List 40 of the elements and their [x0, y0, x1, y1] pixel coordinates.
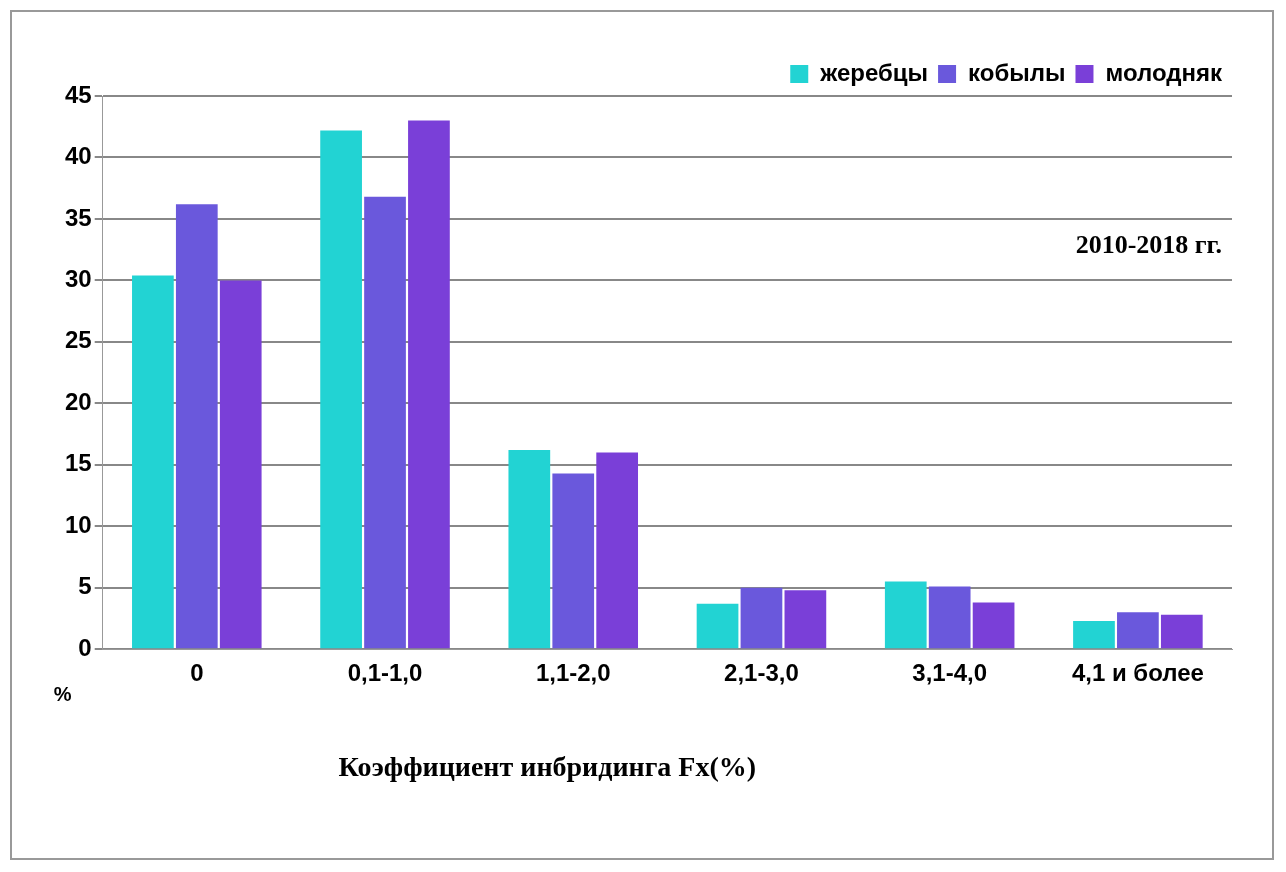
- y-tick-label: 10: [64, 510, 92, 538]
- bar: [175, 204, 218, 649]
- legend-label: молодняк: [1105, 58, 1223, 86]
- x-axis-title: Коэффициент инбридинга Fx(%): [338, 751, 757, 783]
- bar: [408, 120, 450, 649]
- bar: [884, 581, 927, 649]
- y-tick-label: 40: [64, 142, 92, 170]
- bar: [740, 587, 783, 649]
- bar: [784, 590, 827, 649]
- y-axis-title: %: [53, 682, 72, 705]
- bar: [320, 130, 362, 649]
- bar: [1160, 614, 1203, 649]
- y-tick-label: 35: [64, 203, 92, 231]
- annotation: 2010-2018 гг.: [1075, 229, 1222, 259]
- x-tick-label: 1,1-2,0: [535, 659, 611, 687]
- y-tick-label: 45: [64, 80, 92, 108]
- x-tick-label: 3,1-4,0: [912, 659, 988, 687]
- bar: [219, 280, 262, 649]
- bar: [972, 602, 1015, 649]
- bar: [552, 473, 595, 649]
- y-tick-label: 20: [64, 387, 92, 415]
- y-tick-label: 5: [78, 572, 92, 600]
- legend-label: жеребцы: [819, 58, 929, 86]
- x-tick-label: 4,1 и более: [1071, 659, 1204, 687]
- y-tick-label: 0: [78, 633, 92, 661]
- y-tick-label: 15: [64, 449, 92, 477]
- bar: [1117, 612, 1159, 649]
- x-tick-label: 0: [190, 659, 204, 687]
- bar: [1073, 620, 1115, 649]
- bar: [508, 450, 551, 649]
- legend-label: кобылы: [968, 58, 1066, 86]
- bar: [132, 275, 174, 649]
- bar: [364, 196, 406, 649]
- y-tick-label: 25: [64, 326, 92, 354]
- bar: [928, 586, 971, 649]
- bar: [696, 603, 739, 649]
- y-tick-label: 30: [64, 265, 92, 293]
- x-tick-label: 2,1-3,0: [724, 659, 799, 687]
- bar: [596, 452, 639, 649]
- x-tick-label: 0,1-1,0: [347, 659, 423, 687]
